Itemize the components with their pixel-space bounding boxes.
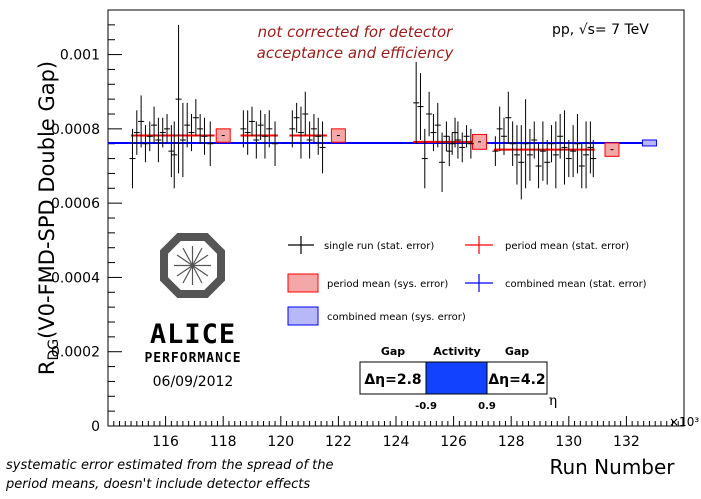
alice-logo-line-6 (191, 265, 203, 284)
alice-logo-line-11 (176, 254, 193, 266)
alice-logo-line-5 (192, 265, 209, 277)
dynamic-layer: 116 118 120 122 124 126 128 130 132 0 0.0002 0.0004… (51, 24, 685, 450)
combined-sys-box (641, 139, 657, 147)
date-label: 06/09/2012 (153, 374, 234, 390)
gap-right-header: Gap (505, 345, 529, 358)
energy-root: √ (579, 22, 588, 38)
alice-logo-line-9 (176, 265, 193, 277)
legend-combined-mean-sys: combined mean (sys. error) (287, 306, 466, 326)
x-axis-label: Run Number (549, 455, 675, 479)
y-axis-label: RDG(V0-FMD-SPD Double Gap) (35, 61, 62, 375)
gap-left-value: Δη=2.8 (364, 372, 421, 388)
alice-logo-text: ALICE (150, 319, 236, 350)
y-tick-label: 0.0002 (51, 345, 100, 361)
legend-single-run-label: single run (stat. error) (324, 241, 434, 252)
alice-logo-frame (160, 233, 225, 298)
x-tick-label: 116 (152, 434, 179, 450)
legend-period-mean-stat: period mean (stat. error) (465, 236, 629, 254)
legend-combined-mean-sys-icon (287, 306, 319, 326)
footnote-line-2: period means, doesn't include detector e… (5, 477, 310, 492)
y-axis-label-sub: DG (46, 339, 62, 361)
y-tick-label: 0.001 (60, 48, 100, 64)
energy-value: s= 7 TeV (588, 22, 650, 38)
y-axis-label-main: R (35, 361, 59, 376)
x-tick-label: 128 (498, 434, 525, 450)
legend-period-mean-stat-label: period mean (stat. error) (505, 241, 629, 252)
legend-period-mean-sys-icon (287, 273, 319, 293)
alice-logo-line-3 (192, 254, 209, 266)
legend-single-run: single run (stat. error) (288, 236, 434, 254)
annotation-line-1: not corrected for detector (258, 23, 454, 41)
alice-logo-subtext: PERFORMANCE (144, 351, 241, 366)
x-tick-label: 122 (325, 434, 352, 450)
y-tick-label: 0.0008 (51, 122, 100, 138)
y-tick-label: 0.0006 (51, 196, 100, 212)
alice-logo: ALICE PERFORMANCE 06/09/2012 (144, 233, 241, 390)
gap-left-header: Gap (381, 345, 405, 358)
footnote-line-1: systematic error estimated from the spre… (6, 458, 334, 473)
y-tick-label: 0 (91, 419, 100, 435)
alice-logo-line-12 (182, 247, 194, 266)
alice-logo-line-2 (191, 247, 203, 266)
alice-logo-line-8 (182, 265, 194, 284)
legend-combined-mean-sys-label: combined mean (sys. error) (327, 312, 466, 323)
x-tick-label: 126 (440, 434, 467, 450)
gap-activity-box: Gap Activity Gap Δη=2.8 Δη=4.2 -0.9 0.9 … (359, 345, 557, 412)
energy-label: pp, √s= 7 TeV (552, 22, 649, 38)
x-tick-label: 130 (555, 434, 582, 450)
legend: single run (stat. error) period mean (st… (287, 236, 647, 326)
gap-edge-left: -0.9 (415, 401, 437, 412)
legend-combined-mean-stat: combined mean (stat. error) (465, 274, 647, 292)
legend-period-mean-sys-label: period mean (sys. error) (327, 279, 448, 290)
x-tick-label: 132 (613, 434, 640, 450)
activity-region (425, 361, 488, 395)
legend-period-mean-sys: period mean (sys. error) (287, 273, 448, 293)
x-tick-label: 118 (210, 434, 237, 450)
gap-right-value: Δη=4.2 (488, 372, 545, 388)
annotation-line-2: acceptance and efficiency (257, 44, 455, 62)
y-axis-label-rest: (V0-FMD-SPD Double Gap) (35, 61, 59, 339)
activity-header: Activity (433, 345, 480, 358)
eta-symbol: η (549, 393, 557, 409)
x-tick-label: 124 (383, 434, 410, 450)
gap-edge-right: 0.9 (478, 401, 496, 412)
x-tick-label: 120 (267, 434, 294, 450)
y-tick-label: 0.0004 (51, 270, 100, 286)
alice-logo-lines (174, 246, 211, 285)
legend-combined-mean-stat-label: combined mean (stat. error) (505, 279, 647, 290)
collision-label: pp, (552, 22, 574, 38)
